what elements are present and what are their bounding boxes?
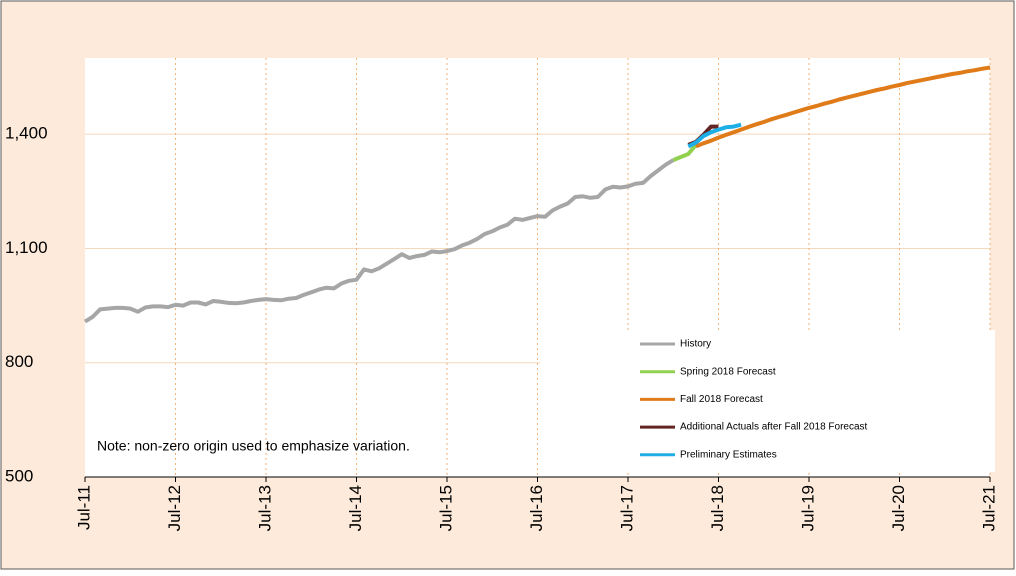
x-tick-label: Jul-20 (889, 485, 908, 531)
x-tick-label: Jul-21 (979, 485, 998, 531)
legend-label: Fall 2018 Forecast (680, 394, 763, 405)
y-tick-label: 500 (5, 466, 33, 485)
x-tick-label: Jul-19 (798, 485, 817, 531)
x-tick-label: Jul-15 (436, 485, 455, 531)
series-line (672, 143, 698, 162)
x-tick-label: Jul-11 (74, 485, 93, 530)
legend-label: Spring 2018 Forecast (680, 366, 776, 377)
y-tick-label: 1,400 (5, 124, 48, 143)
axes: 500 800 1,100 1,400 Jul-11 Jul-12 Jul-13 Jul-14… (5, 124, 998, 532)
series-line (687, 122, 742, 149)
x-tick-label: Jul-14 (346, 485, 365, 531)
legend-label: Additional Actuals after Fall 2018 Forec… (680, 422, 868, 433)
x-tick-label: Jul-13 (255, 485, 274, 531)
x-tick-label: Jul-17 (617, 485, 636, 531)
y-tick-label: 1,100 (5, 238, 48, 257)
y-tick-label: 800 (5, 352, 33, 371)
legend: History Spring 2018 Forecast Fall 2018 For… (640, 339, 868, 460)
legend-label: History (680, 339, 711, 350)
x-tick-label: Jul-12 (165, 485, 184, 531)
series-line (83, 158, 675, 324)
x-tick-label: Jul-16 (527, 485, 546, 531)
series-line (695, 65, 991, 149)
lines (83, 65, 991, 324)
x-tick-label: Jul-18 (708, 485, 727, 531)
annotation: Note: non-zero origin used to emphasize … (97, 438, 410, 454)
legend-label: Preliminary Estimates (680, 449, 777, 460)
legend-box (540, 330, 995, 472)
